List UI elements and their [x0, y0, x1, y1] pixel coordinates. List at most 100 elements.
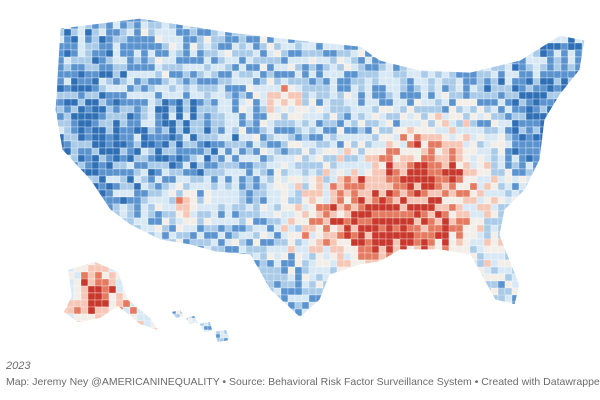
- county-cell: [147, 273, 160, 282]
- county-cell: [106, 323, 113, 330]
- county-cell: [560, 252, 569, 261]
- county-cell: [322, 147, 331, 156]
- county-cell: [385, 126, 394, 135]
- county-cell: [357, 294, 370, 303]
- county-cell: [280, 70, 289, 79]
- county-cell: [434, 301, 443, 310]
- county-cell: [183, 310, 189, 317]
- county-cell: [196, 42, 205, 51]
- county-cell: [308, 224, 317, 233]
- county-cell: [497, 203, 506, 212]
- county-cell: [143, 264, 152, 277]
- county-cell: [518, 42, 531, 51]
- county-cell: [84, 252, 97, 261]
- county-cell: [455, 49, 464, 62]
- county-cell: [532, 301, 541, 310]
- county-cell: [280, 273, 289, 282]
- county-cell: [462, 21, 471, 30]
- county-cell: [539, 189, 548, 198]
- county-cell: [259, 182, 268, 191]
- county-cell: [392, 21, 401, 30]
- county-cell: [469, 175, 478, 184]
- county-cell: [70, 119, 79, 128]
- county-cell: [392, 154, 401, 163]
- county-cell: [73, 271, 82, 280]
- county-cell: [378, 273, 391, 282]
- county-cell: [406, 28, 419, 41]
- county-cell: [560, 140, 573, 153]
- county-cell: [98, 217, 111, 230]
- county-cell: [490, 259, 499, 268]
- county-cell: [280, 252, 289, 261]
- county-cell: [511, 105, 520, 114]
- county-cell: [567, 210, 576, 219]
- county-cell: [385, 112, 394, 121]
- county-cell: [301, 259, 310, 268]
- county-cell: [532, 56, 541, 65]
- county-cell: [210, 308, 219, 317]
- county-cell: [350, 196, 359, 205]
- county-cell: [553, 168, 562, 177]
- county-cell: [392, 49, 405, 58]
- county-cell: [378, 105, 387, 114]
- county-cell: [84, 203, 93, 212]
- county-cell: [378, 42, 387, 51]
- county-cell: [273, 112, 282, 121]
- county-cell: [504, 294, 513, 303]
- county-cell: [441, 18, 450, 23]
- county-cell: [567, 140, 580, 149]
- county-cell: [532, 224, 545, 237]
- county-cell: [469, 294, 478, 303]
- county-cell: [273, 133, 282, 142]
- county-cell: [70, 231, 79, 240]
- county-cell: [108, 299, 117, 308]
- county-cell: [532, 133, 541, 142]
- county-cell: [73, 306, 82, 315]
- county-cell: [546, 154, 555, 163]
- county-cell: [252, 294, 261, 307]
- county-cell: [140, 28, 149, 37]
- county-cell: [385, 175, 394, 184]
- county-cell: [589, 309, 596, 320]
- county-cell: [231, 280, 240, 289]
- county-cell: [581, 35, 585, 48]
- county-cell: [56, 98, 65, 107]
- county-cell: [589, 43, 600, 54]
- county-cell: [392, 175, 401, 184]
- county-cell: [581, 238, 585, 247]
- county-cell: [115, 313, 124, 326]
- county-cell: [172, 329, 177, 335]
- county-cell: [518, 210, 527, 219]
- county-cell: [126, 238, 139, 251]
- county-cell: [223, 313, 230, 321]
- county-cell: [238, 119, 247, 128]
- county-cell: [77, 252, 90, 261]
- county-cell: [245, 77, 254, 86]
- county-cell: [66, 292, 75, 301]
- county-cell: [315, 238, 324, 247]
- county-cell: [70, 56, 79, 65]
- county-cell: [511, 18, 520, 27]
- county-cell: [589, 218, 596, 225]
- county-cell: [136, 285, 145, 294]
- county-cell: [448, 315, 457, 318]
- county-cell: [448, 294, 461, 303]
- county-cell: [350, 273, 363, 286]
- county-cell: [525, 18, 534, 23]
- county-cell: [175, 321, 183, 327]
- county-cell: [238, 175, 247, 184]
- county-cell: [448, 301, 457, 310]
- county-cell: [462, 189, 471, 198]
- county-cell: [364, 35, 373, 48]
- county-cell: [70, 203, 79, 212]
- county-cell: [203, 224, 212, 233]
- county-cell: [553, 42, 562, 51]
- county-cell: [378, 245, 387, 254]
- county-cell: [172, 333, 173, 339]
- county-cell: [357, 280, 366, 289]
- county-cell: [413, 315, 426, 318]
- county-cell: [504, 105, 513, 114]
- county-cell: [113, 323, 120, 334]
- county-cell: [406, 154, 415, 163]
- county-cell: [207, 329, 215, 335]
